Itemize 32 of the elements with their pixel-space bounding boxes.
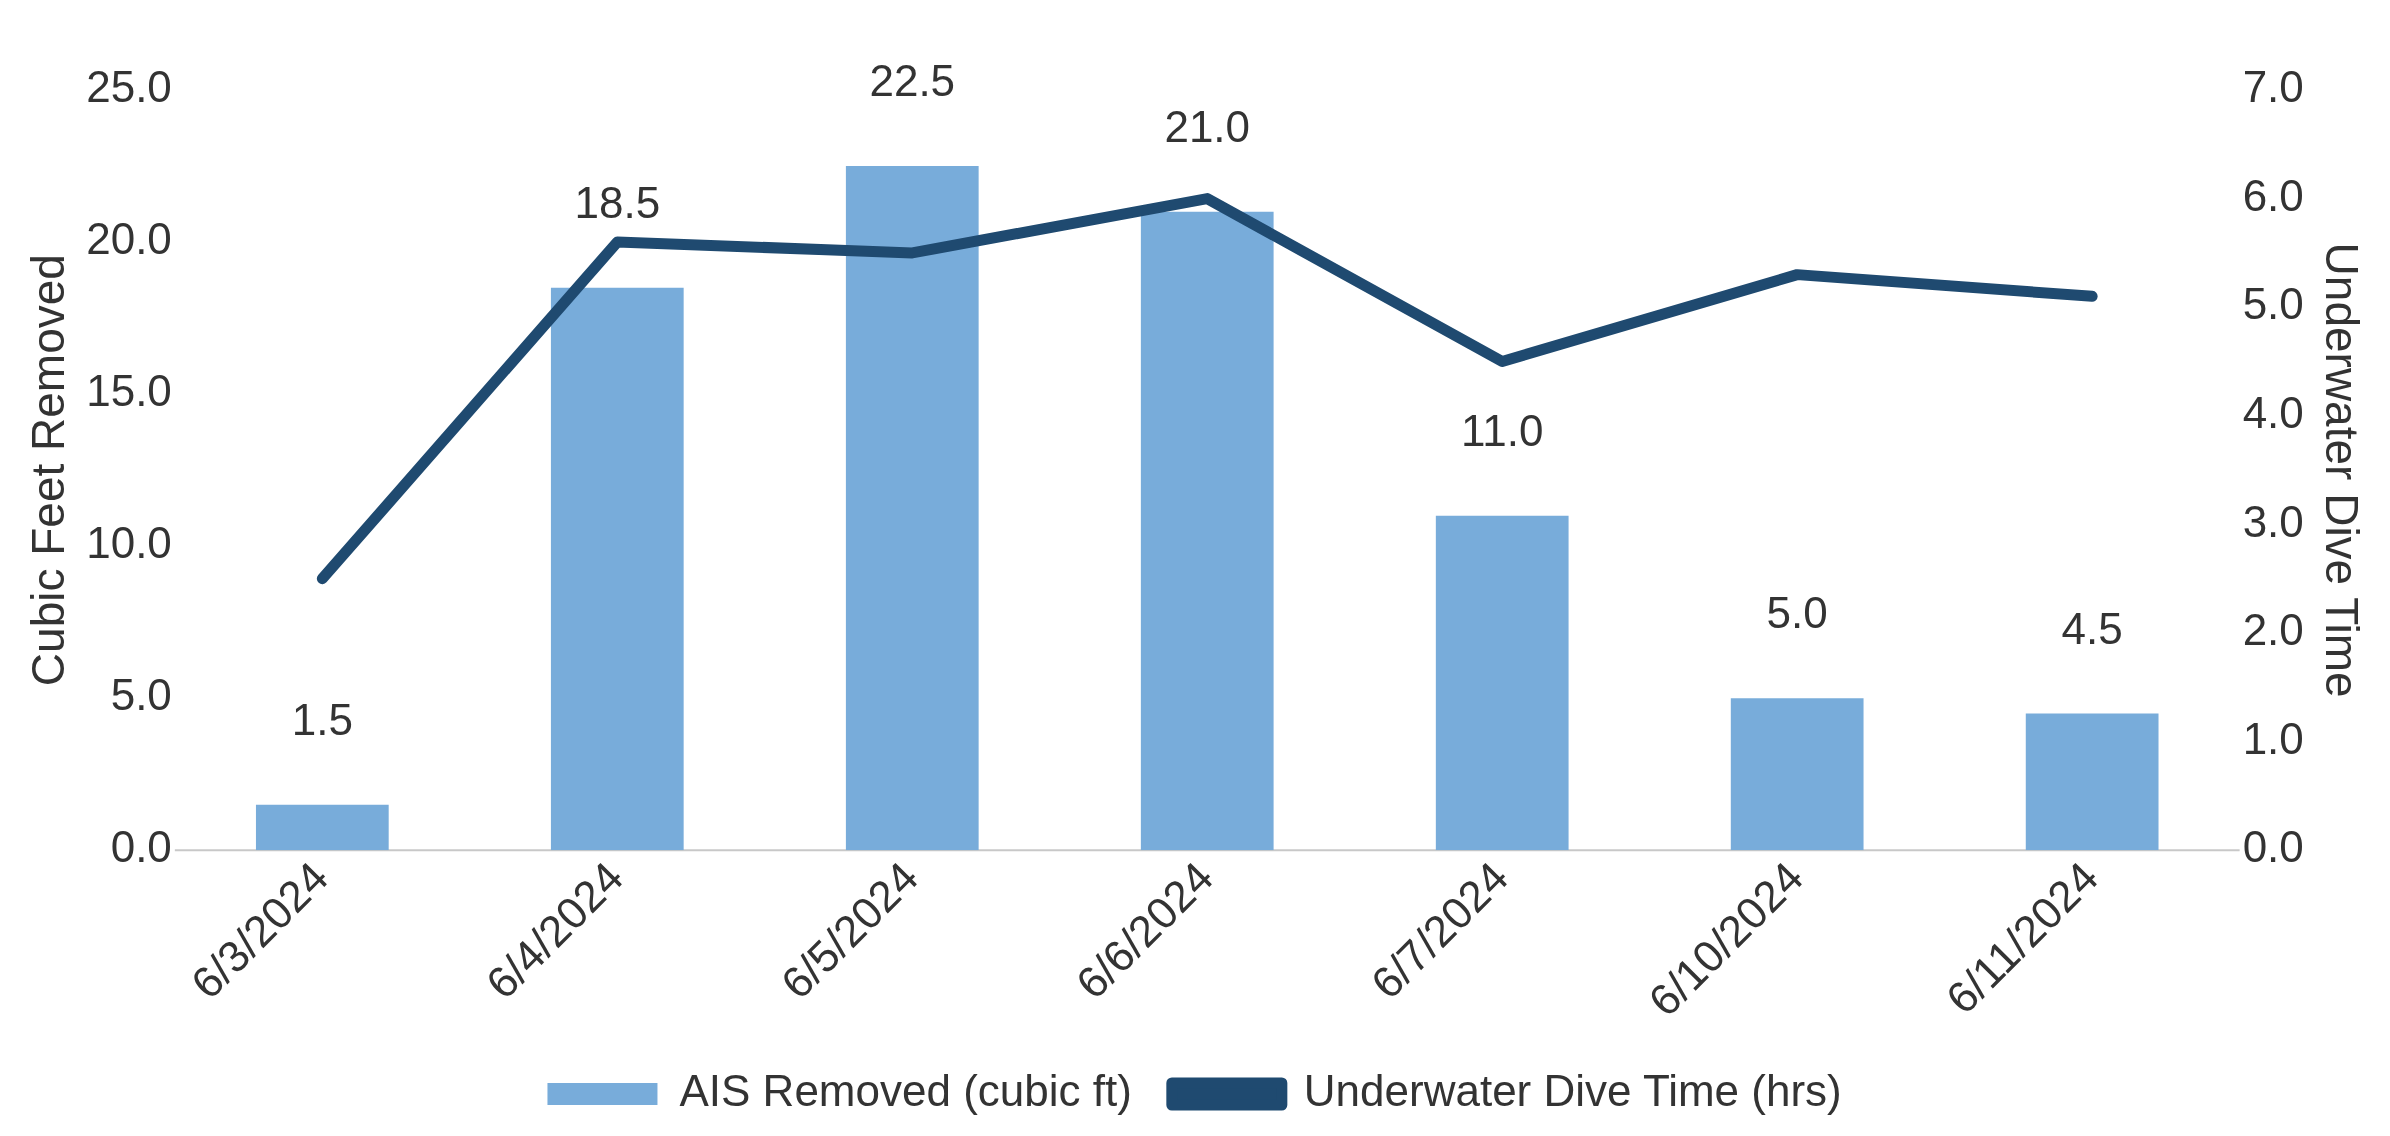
y-tick-label: 25.0 <box>86 62 172 112</box>
bar <box>1435 515 1569 851</box>
y-axis-title: Cubic Feet Removed <box>22 254 75 687</box>
bar <box>1730 698 1864 851</box>
data-label: 1.5 <box>291 694 353 744</box>
y2-tick-label: 4.0 <box>2242 387 2304 437</box>
data-label: 11.0 <box>1461 405 1544 455</box>
bar <box>2025 713 2159 851</box>
y2-tick-label: 6.0 <box>2242 170 2304 220</box>
y2-tick-label: 5.0 <box>2242 279 2304 329</box>
legend-label: Underwater Dive Time (hrs) <box>1303 1066 1842 1116</box>
y-tick-label: 15.0 <box>86 366 172 416</box>
y2-tick-label: 7.0 <box>2242 62 2304 112</box>
data-label: 4.5 <box>2061 603 2123 653</box>
bar <box>550 287 684 851</box>
data-label: 5.0 <box>1766 588 1828 638</box>
y-tick-label: 5.0 <box>110 670 172 720</box>
bar <box>1140 211 1274 851</box>
data-label: 21.0 <box>1164 101 1251 151</box>
bar <box>845 166 979 851</box>
y2-tick-label: 3.0 <box>2242 496 2304 546</box>
y-tick-label: 10.0 <box>86 518 172 568</box>
y2-tick-label: 1.0 <box>2242 713 2304 763</box>
y-tick-label: 0.0 <box>110 822 172 872</box>
y2-axis-title: Underwater Dive Time <box>2315 242 2368 698</box>
y-tick-label: 20.0 <box>86 214 172 264</box>
y2-tick-label: 2.0 <box>2242 605 2304 655</box>
legend-label: AIS Removed (cubic ft) <box>679 1066 1132 1116</box>
y2-tick-label: 0.0 <box>2242 822 2304 872</box>
bar <box>255 804 389 851</box>
data-label: 22.5 <box>869 56 956 106</box>
data-label: 18.5 <box>574 177 661 227</box>
